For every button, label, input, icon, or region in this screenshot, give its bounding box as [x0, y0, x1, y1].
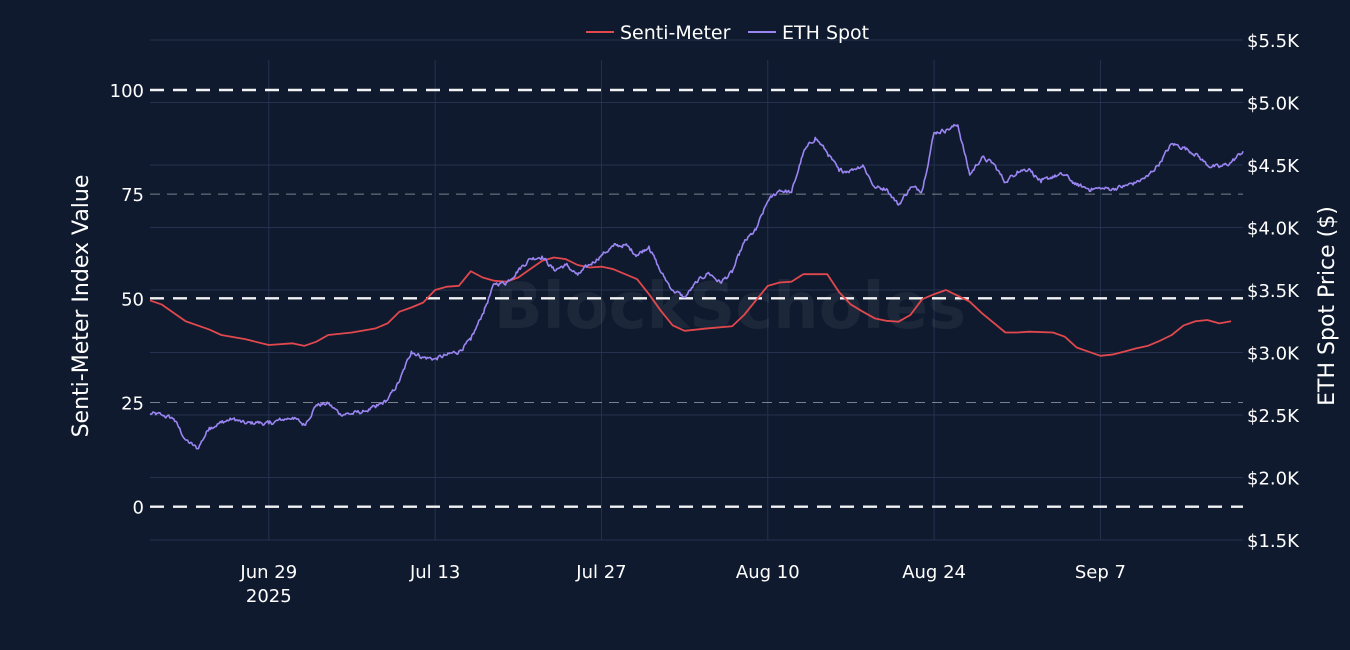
y-axis-right-title: ETH Spot Price ($): [1315, 206, 1340, 406]
reference-lines: [150, 88, 1243, 508]
y-right-tick-label: $5.0K: [1247, 94, 1300, 115]
legend-label: ETH Spot: [782, 22, 869, 44]
y-left-tick-label: 25: [121, 394, 144, 415]
y-right-tick-label: $1.5K: [1247, 531, 1300, 552]
watermark: BlockScholes: [494, 270, 966, 344]
series-line-eth-spot: [149, 123, 1244, 450]
y-axis-left-title: Senti-Meter Index Value: [69, 175, 94, 438]
y-left-tick-label: 100: [110, 81, 144, 102]
legend-label: Senti-Meter: [620, 22, 731, 44]
y-left-tick-label: 50: [121, 289, 144, 310]
y-left-tick-label: 0: [133, 498, 144, 519]
x-tick-label: Aug 24: [902, 562, 966, 583]
axis-layer: Jun 29 2025 Jul 13 Jul 27 Aug 10 Aug 24 Sep 7 $…: [110, 31, 1300, 607]
series-layer: [149, 123, 1244, 450]
x-tick-sublabel: 2025: [246, 586, 292, 607]
grid-layer: [150, 39, 1243, 541]
y-left-tick-label: 75: [121, 185, 144, 206]
y-right-tick-label: $2.5K: [1247, 406, 1300, 427]
x-tick-label: Jul 27: [575, 562, 626, 583]
y-right-tick-label: $3.5K: [1247, 281, 1300, 302]
legend: Senti-Meter ETH Spot: [586, 22, 869, 44]
y-right-tick-label: $4.0K: [1247, 219, 1300, 240]
x-tick-label: Aug 10: [736, 562, 800, 583]
y-right-tick-label: $3.0K: [1247, 344, 1300, 365]
series-line-senti-meter: [149, 256, 1232, 357]
y-right-tick-label: $4.5K: [1247, 156, 1300, 177]
x-tick-label: Sep 7: [1075, 562, 1126, 583]
x-tick-label: Jul 13: [409, 562, 460, 583]
x-tick-label: Jun 29: [239, 562, 297, 583]
y-right-tick-label: $5.5K: [1247, 31, 1300, 52]
y-right-tick-label: $2.0K: [1247, 469, 1300, 490]
